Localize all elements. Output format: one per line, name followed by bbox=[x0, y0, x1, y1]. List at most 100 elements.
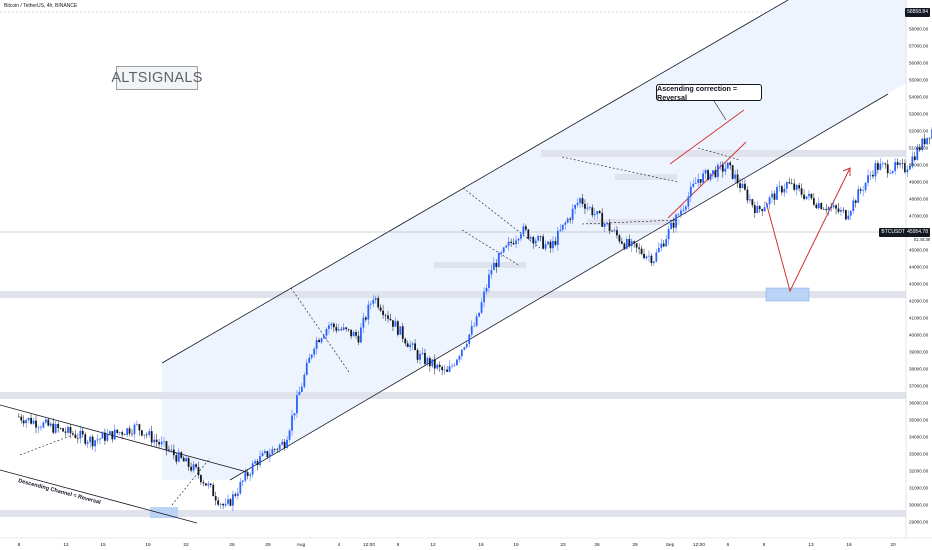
candle-body bbox=[254, 461, 256, 464]
candle-body bbox=[52, 423, 55, 433]
candle-body bbox=[837, 208, 840, 212]
price-axis[interactable]: 29000.00 30000.00 31000.00 32000.00 33000.00… bbox=[909, 27, 929, 525]
price-tick-label: 41000.00 bbox=[909, 316, 929, 321]
candle-body bbox=[369, 303, 372, 305]
candle-body bbox=[827, 207, 830, 211]
candle-body bbox=[293, 413, 296, 416]
time-tick-label: Aug bbox=[297, 542, 306, 548]
time-tick-label: 19 bbox=[145, 542, 151, 548]
candle-body bbox=[177, 452, 180, 462]
candle-body bbox=[133, 424, 136, 435]
candle-body bbox=[891, 171, 894, 174]
candle-body bbox=[522, 226, 525, 235]
candle-body bbox=[886, 164, 889, 174]
price-tick-label: 52000.00 bbox=[909, 129, 929, 134]
candle-body bbox=[116, 429, 119, 433]
candle-body bbox=[635, 243, 638, 248]
candle-body bbox=[101, 432, 104, 439]
candle-body bbox=[630, 241, 633, 247]
candle-body bbox=[232, 494, 234, 506]
candle-body bbox=[714, 170, 717, 178]
candle-body bbox=[876, 163, 879, 170]
candle-body bbox=[844, 210, 847, 220]
time-axis[interactable]: 8 12 15 19 22 26 29 Aug 4 12:00 9 12 16 19 23 26 29 Sep 12… bbox=[18, 542, 896, 548]
candle-body bbox=[308, 357, 311, 363]
zone-46k bbox=[587, 219, 680, 225]
candle-body bbox=[89, 436, 92, 443]
candle-body bbox=[387, 315, 389, 319]
candle-body bbox=[332, 323, 335, 328]
resistance-zone-50k bbox=[541, 150, 906, 157]
candle-body bbox=[431, 359, 434, 367]
candle-body bbox=[547, 241, 549, 245]
candle-body bbox=[697, 179, 700, 183]
candle-body bbox=[739, 183, 741, 188]
candle-body bbox=[894, 162, 897, 172]
price-tick-label: 42000.00 bbox=[909, 299, 929, 304]
candle-body bbox=[756, 206, 759, 214]
candle-body bbox=[529, 237, 532, 239]
candle-body bbox=[517, 238, 520, 241]
candle-body bbox=[712, 170, 714, 174]
candle-body bbox=[852, 200, 855, 212]
candle-body bbox=[170, 449, 173, 451]
candle-body bbox=[677, 214, 680, 216]
candle-body bbox=[94, 440, 96, 447]
candle-body bbox=[864, 182, 867, 191]
candle-body bbox=[552, 241, 554, 249]
candle-body bbox=[84, 434, 87, 444]
candle-body bbox=[544, 244, 547, 249]
candle-body bbox=[118, 432, 121, 433]
top-price-tag: 58858.84 bbox=[905, 8, 930, 17]
time-tick-label: Sep bbox=[666, 542, 675, 548]
zone-48k bbox=[615, 174, 677, 180]
candle-body bbox=[446, 369, 448, 372]
time-tick-label: 15 bbox=[100, 542, 106, 548]
candle-body bbox=[812, 198, 815, 205]
candle-body bbox=[832, 205, 835, 208]
candle-body bbox=[520, 234, 522, 239]
candle-body bbox=[27, 417, 30, 421]
price-tick-label: 47000.00 bbox=[909, 214, 929, 219]
candle-body bbox=[428, 358, 431, 367]
candle-body bbox=[702, 173, 705, 183]
candle-body bbox=[136, 424, 138, 425]
price-tick-label: 37000.00 bbox=[909, 384, 929, 389]
time-tick-label: 26 bbox=[229, 542, 235, 548]
candle-body bbox=[470, 326, 473, 335]
candle-body bbox=[172, 449, 175, 456]
candle-body bbox=[281, 441, 284, 445]
candle-body bbox=[638, 247, 641, 249]
price-tick-label: 54000.00 bbox=[909, 95, 929, 100]
candle-body bbox=[483, 291, 485, 303]
candle-body bbox=[72, 433, 74, 435]
candle-body bbox=[268, 454, 271, 458]
candle-body bbox=[35, 420, 37, 428]
candle-body bbox=[409, 344, 412, 348]
candle-body bbox=[244, 472, 247, 481]
candle-body bbox=[881, 163, 884, 165]
price-tick-label: 56000.00 bbox=[909, 61, 929, 66]
candle-body bbox=[753, 205, 756, 214]
price-tick-label: 34000.00 bbox=[909, 435, 929, 440]
time-tick-label: 20 bbox=[890, 542, 896, 548]
candle-body bbox=[901, 163, 904, 164]
candle-body bbox=[537, 236, 540, 241]
candle-body bbox=[74, 434, 77, 438]
candle-body bbox=[593, 214, 596, 216]
candle-body bbox=[251, 463, 254, 475]
candle-body bbox=[716, 164, 719, 178]
candle-body bbox=[776, 187, 778, 200]
candle-body bbox=[500, 252, 503, 254]
price-tick-label: 32000.00 bbox=[909, 469, 929, 474]
time-tick-label: 26 bbox=[594, 542, 600, 548]
candle-body bbox=[608, 222, 611, 231]
candle-body bbox=[790, 183, 793, 184]
candles bbox=[17, 127, 932, 512]
candle-body bbox=[436, 364, 439, 369]
candle-body bbox=[736, 174, 739, 184]
candle-body bbox=[195, 464, 197, 468]
candle-body bbox=[187, 458, 190, 467]
candle-body bbox=[350, 329, 352, 337]
